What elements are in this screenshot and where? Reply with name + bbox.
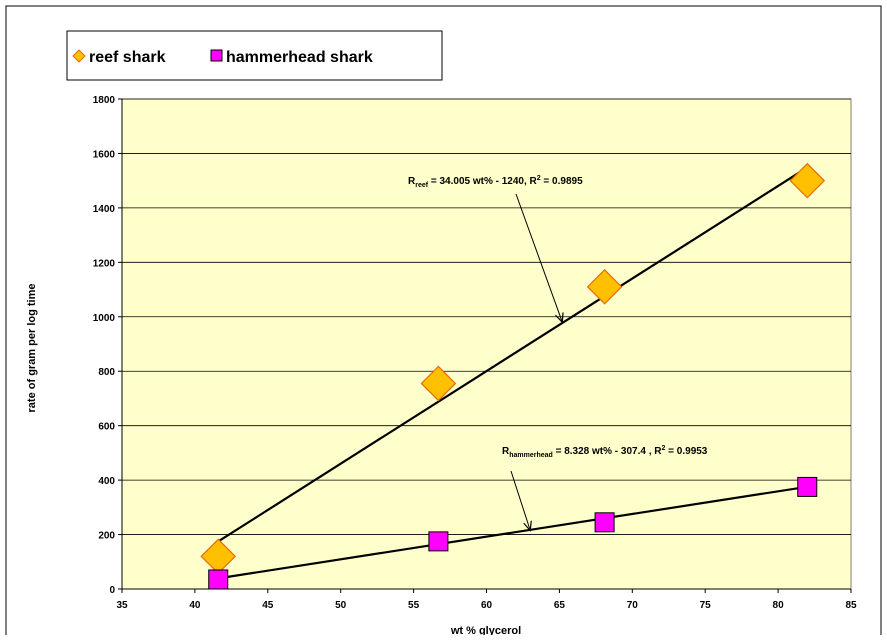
y-tick-label: 1600 <box>93 149 116 160</box>
annotation-arrow-reef <box>515 193 562 322</box>
x-tick-label: 40 <box>189 600 201 611</box>
y-tick-label: 1800 <box>93 95 116 106</box>
legend-label-hammerhead-shark: hammerhead shark <box>226 49 373 66</box>
plot-area <box>121 98 852 590</box>
equation-body: = 8.328 wt% - 307.4 , R <box>553 446 662 457</box>
x-tick-label: 60 <box>481 600 493 611</box>
annotation-arrow-hammer <box>510 470 530 530</box>
equation-label-hammer: Rhammerhead = 8.328 wt% - 307.4 , R2 = 0… <box>502 445 708 459</box>
annotation-layer: Rreef = 34.005 wt% - 1240, R2 = 0.9895Rh… <box>408 175 708 530</box>
equation-sup: 2 <box>661 445 665 452</box>
equation-label-reef: Rreef = 34.005 wt% - 1240, R2 = 0.9895 <box>408 175 583 189</box>
y-tick-label: 1200 <box>93 258 116 269</box>
equation-subscript: hammerhead <box>509 452 553 459</box>
data-point-hammerhead-shark <box>428 531 449 552</box>
equation-prefix: R <box>408 176 416 187</box>
y-tick-label: 200 <box>98 531 115 542</box>
trendline-reef-shark <box>217 166 808 543</box>
x-tick-label: 50 <box>335 600 347 611</box>
data-point-hammerhead-shark <box>797 476 818 497</box>
data-point-reef-shark <box>420 365 457 402</box>
data-point-hammerhead-shark <box>594 512 615 533</box>
x-tick-label: 80 <box>773 600 785 611</box>
legend-marker-hammerhead-shark <box>210 49 223 62</box>
equation-tail: = 0.9895 <box>541 176 583 187</box>
legend-label-reef-shark: reef shark <box>89 49 166 66</box>
grid-layer <box>122 98 851 535</box>
y-tick-label: 800 <box>98 367 115 378</box>
equation-sup: 2 <box>537 175 541 182</box>
data-point-hammerhead-shark <box>208 569 229 590</box>
equation-prefix: R <box>502 446 510 457</box>
y-tick-label: 400 <box>98 476 115 487</box>
x-tick-label: 75 <box>700 600 712 611</box>
equation-body: = 34.005 wt% - 1240, R <box>428 176 537 187</box>
data-point-reef-shark <box>789 162 826 199</box>
y-tick-label: 600 <box>98 422 115 433</box>
y-tick-label: 1000 <box>93 313 116 324</box>
equation-tail: = 0.9953 <box>665 446 707 457</box>
legend: reef shark hammerhead shark <box>66 30 443 81</box>
x-tick-label: 35 <box>116 600 128 611</box>
equation-subscript: reef <box>415 182 429 189</box>
y-axis-title: rate of gram per log time <box>26 284 38 413</box>
data-point-reef-shark <box>586 268 623 305</box>
x-tick-label: 55 <box>408 600 420 611</box>
marker-layer <box>200 162 826 590</box>
x-tick-label: 70 <box>627 600 639 611</box>
trendline-hammerhead-shark <box>218 485 808 580</box>
x-tick-label: 85 <box>845 600 857 611</box>
x-tick-label: 45 <box>262 600 274 611</box>
x-axis-title: wt % glycerol <box>450 625 521 635</box>
fit-layer <box>217 166 808 580</box>
y-tick-label: 1400 <box>93 204 116 215</box>
axis-layer: 0 200 400 600 800 1000 1200 1400 1600 1800 35 40 45 5… <box>93 95 857 611</box>
legend-box <box>66 30 443 81</box>
x-tick-label: 65 <box>554 600 566 611</box>
y-tick-label: 0 <box>109 585 115 596</box>
legend-marker-reef-shark <box>72 49 86 63</box>
